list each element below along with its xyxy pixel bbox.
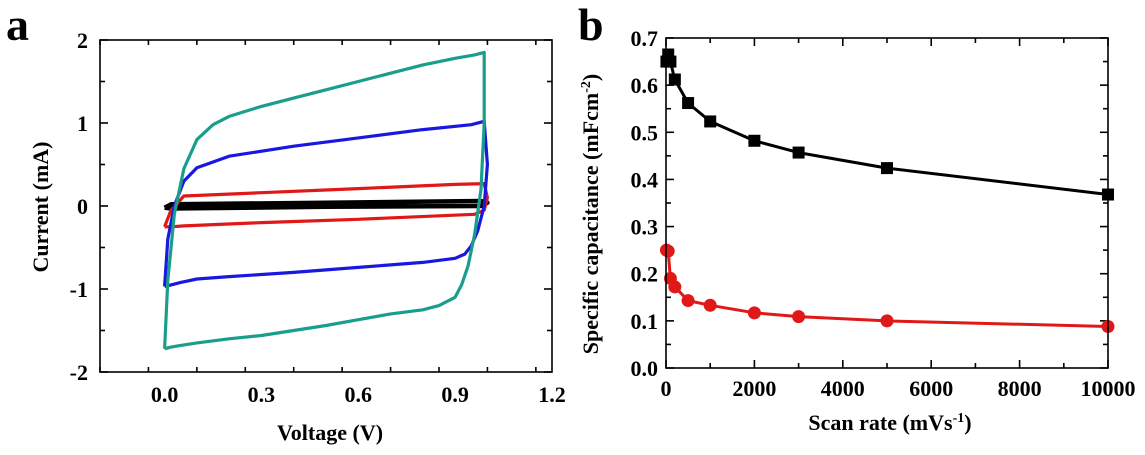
capacitance-line-circle xyxy=(665,248,1109,328)
panel-a-xtick-label: 0.6 xyxy=(345,382,373,407)
panel-label-b: b xyxy=(578,0,604,50)
capacitance-point-square xyxy=(881,162,893,175)
capacitance-point-circle xyxy=(668,280,682,294)
panel-b-ytick-label: 0.3 xyxy=(631,215,659,240)
panel-b-ytick-label: 0.4 xyxy=(631,167,659,192)
panel-b-tick-labels: 0 2000 4000 6000 8000 10000 0.0 0.1 0.2 0.3 0.4 0.5… xyxy=(631,26,1136,401)
panel-b-xlabel-end: ) xyxy=(964,410,971,435)
cv-curve-black xyxy=(163,198,490,211)
panel-b-series xyxy=(659,48,1115,334)
panel-b-xtick-label: 8000 xyxy=(998,376,1042,401)
capacitance-point-square xyxy=(664,55,677,68)
panel-a-xtick-label: 1.2 xyxy=(538,382,566,407)
panel-a-ytick-label: 2 xyxy=(77,28,88,53)
cv-curve-teal xyxy=(163,50,486,351)
capacitance-point-circle xyxy=(792,310,806,324)
capacitance-point-circle xyxy=(747,306,761,320)
panel-b-xlabel-main: Scan rate (mVs xyxy=(808,410,953,435)
panel-a-series xyxy=(163,50,490,351)
panel-b-ylabel-main: Specific capacitance (mFcm xyxy=(578,93,603,354)
panel-b-ytick-label: 0.7 xyxy=(631,26,659,51)
capacitance-point-square xyxy=(792,146,805,159)
capacitance-point-square xyxy=(704,115,717,128)
panel-a-ytick-label: 1 xyxy=(77,111,88,136)
panel-b-xtick-label: 6000 xyxy=(909,376,953,401)
panel-b-xtick-label: 4000 xyxy=(821,376,865,401)
panel-b-xlabel: Scan rate (mVs-1) xyxy=(808,410,971,435)
panel-b-xtick-label: 10000 xyxy=(1081,376,1136,401)
panel-a-xlabel: Voltage (V) xyxy=(277,420,383,445)
panel-a-xtick-label: 0.0 xyxy=(151,382,179,407)
panel-a-ytick-label: -2 xyxy=(70,360,88,385)
panel-b-ytick-label: 0.6 xyxy=(631,73,659,98)
panel-b-ylabel-sup: -2 xyxy=(579,81,594,93)
panel-a-xtick-label: 0.9 xyxy=(441,382,469,407)
panel-a-ytick-label: 0 xyxy=(77,194,88,219)
panel-a-plot-frame xyxy=(99,39,553,373)
panel-b-xtick-label: 2000 xyxy=(732,376,776,401)
capacitance-point-circle xyxy=(681,294,695,308)
panel-b-ylabel-end: ) xyxy=(578,74,603,81)
capacitance-point-square xyxy=(748,134,761,147)
capacitance-point-square xyxy=(682,97,695,110)
capacitance-point-square xyxy=(668,73,681,86)
panel-b: b Specific capacitance (mFcm-2) Scan rat… xyxy=(578,0,1136,435)
capacitance-point-circle xyxy=(880,314,894,328)
panel-b-plot-frame xyxy=(665,37,1109,369)
capacitance-point-circle xyxy=(703,298,717,312)
panel-b-ylabel: Specific capacitance (mFcm-2) xyxy=(578,74,603,354)
cv-curve-red xyxy=(163,182,489,229)
panel-a-tick-labels: 0.0 0.3 0.6 0.9 1.2 -2 -1 0 1 2 xyxy=(70,28,566,407)
panel-b-xtick-label: 0 xyxy=(661,376,672,401)
panel-a-ytick-label: -1 xyxy=(70,277,88,302)
capacitance-point-circle xyxy=(661,244,675,258)
panel-a-xtick-label: 0.3 xyxy=(248,382,276,407)
panel-b-ytick-label: 0.2 xyxy=(631,262,659,287)
panel-a-ylabel: Current (mA) xyxy=(28,142,53,273)
panel-b-ytick-label: 0.5 xyxy=(631,120,659,145)
panel-label-a: a xyxy=(6,0,29,50)
panel-a: a Current (mA) Voltage (V) 0.0 0.3 0.6 0.9 1… xyxy=(6,0,566,445)
panel-b-ytick-label: 0.1 xyxy=(631,309,659,334)
panel-b-xlabel-sup: -1 xyxy=(953,411,965,426)
cv-curve-blue xyxy=(163,119,489,289)
panel-b-ytick-label: 0.0 xyxy=(631,356,659,381)
